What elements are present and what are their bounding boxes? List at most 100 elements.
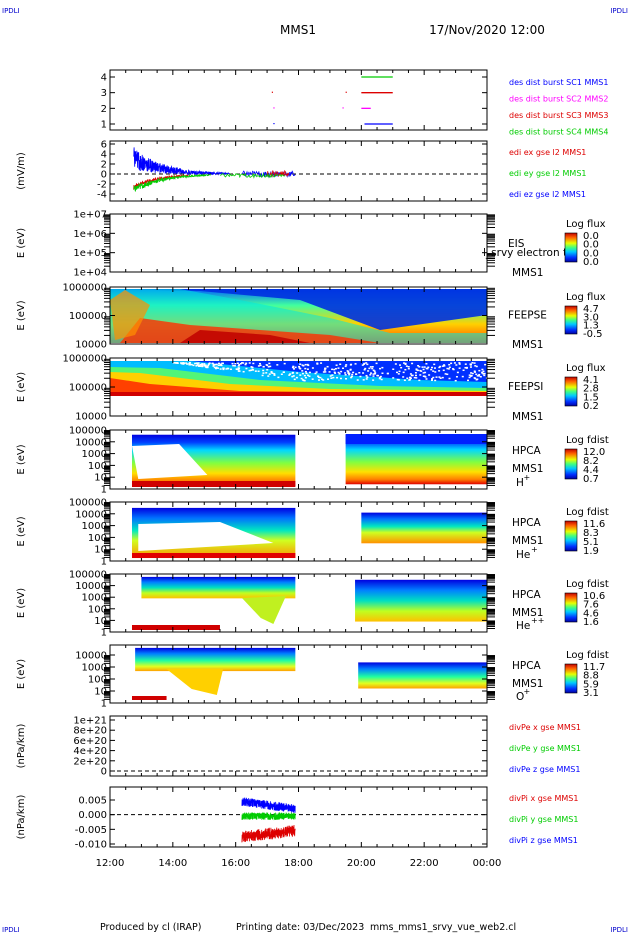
y-axis-label: E (eV) — [16, 588, 27, 618]
y-tick-label: 10000 — [75, 437, 107, 448]
y-tick-label: 4 — [101, 150, 107, 161]
feepsi-dropout — [372, 369, 375, 372]
feepsi-dropout — [411, 362, 414, 365]
feepsi-dropout — [406, 377, 409, 380]
y-tick-label: 1e+21 — [73, 716, 107, 727]
y-axis-label: E (eV) — [16, 372, 27, 402]
feepsi-dropout — [352, 371, 355, 374]
hpca-he2-low-energy-band — [131, 625, 220, 630]
feepsi-dropout — [350, 375, 353, 378]
feepsi-dropout — [226, 367, 229, 370]
y-tick-label: 4 — [101, 73, 107, 84]
feepsi-dropout — [291, 372, 294, 374]
feepsi-dropout — [308, 371, 311, 374]
feepsi-dropout — [311, 367, 314, 369]
legend-entry: edi ey gse l2 MMS1 — [509, 169, 587, 178]
feepse-spectrogram — [110, 289, 487, 343]
feepsi-dropout — [197, 362, 200, 364]
feepsi-dropout — [195, 365, 198, 367]
y-tick-label: 1000 — [82, 521, 107, 532]
y-tick-label: 100 — [88, 461, 107, 472]
hpca-spectrograms — [110, 434, 487, 772]
y-tick-label: 10000 — [75, 509, 107, 520]
feepsi-dropout — [262, 369, 265, 372]
colorbar-tick-label: 8.3 — [583, 528, 599, 539]
y-tick-label: -4 — [97, 190, 107, 201]
feepsi-dropout — [476, 375, 479, 377]
feepsi-dropout — [471, 372, 474, 375]
feepsi-dropout — [265, 364, 268, 366]
y-tick-label: 3 — [101, 88, 107, 99]
feepsi-dropout — [316, 363, 319, 365]
feepsi-dropout — [416, 369, 419, 372]
time-axis: 12:00 14:00 16:00 18:00 20:00 22:00 00:00 — [96, 858, 502, 869]
y-tick-label: 1000 — [82, 449, 107, 460]
feepsi-dropout — [331, 368, 334, 371]
feepsi-dropout — [265, 372, 268, 374]
feepsi-dropout — [464, 363, 467, 365]
feepsi-dropout — [242, 362, 245, 364]
y-tick-label: 1000000 — [62, 354, 107, 365]
colorbar-tick-label: 7.6 — [583, 600, 599, 611]
feepsi-dropout — [214, 367, 217, 370]
colorbar-tick-label: 12.0 — [583, 447, 605, 458]
panel-spacecraft-label: MMS1 — [512, 535, 543, 547]
feepsi-dropout — [291, 375, 294, 378]
edi-ex-trace — [133, 173, 189, 190]
charge-superscript: + — [531, 545, 538, 554]
corner-label-bottom-right: IPDLI — [610, 926, 628, 934]
feepsi-dropout — [340, 370, 343, 373]
feepsi-dropout — [245, 362, 248, 365]
feepsi-dropout — [222, 367, 225, 369]
feepsi-dropout — [475, 373, 478, 376]
feepsi-dropout — [423, 366, 426, 368]
feepsi-dropout — [348, 373, 351, 376]
feepsi-dropout — [446, 373, 449, 376]
y-tick-label: 1 — [101, 628, 107, 639]
colorbar-tick-label: 11.6 — [583, 519, 605, 530]
y-tick-label: -2 — [97, 180, 107, 191]
feepsi-dropout — [476, 378, 479, 380]
feepsi-dropout — [428, 374, 431, 376]
feepsi-dropout — [469, 363, 472, 365]
feepsi-dropout — [328, 371, 331, 373]
corner-label-top-left: IPDLI — [2, 7, 20, 15]
feepsi-dropout — [203, 364, 206, 367]
feepsi-dropout — [362, 363, 365, 365]
feepsi-dropout — [351, 373, 354, 376]
feepsi-dropout — [320, 362, 323, 364]
feepsi-dropout — [196, 363, 199, 365]
burst-mark — [271, 91, 273, 93]
feepsi-dropout — [251, 366, 254, 369]
feepsi-dropout — [477, 375, 480, 377]
x-tick-label: 16:00 — [221, 858, 250, 869]
feepsi-dropout — [212, 364, 215, 366]
feepsi-dropout — [296, 372, 299, 374]
feepsi-dropout — [303, 374, 306, 377]
feepsi-dropout — [379, 367, 382, 370]
feepsi-dropout — [254, 370, 257, 372]
feepsi-dropout — [201, 364, 204, 366]
colorbar-tick-label: 0.0 — [583, 240, 599, 251]
divpi-panel-data — [110, 797, 487, 843]
feepsi-dropout — [366, 376, 369, 378]
feepsi-dropout — [405, 365, 408, 367]
burst-mark — [273, 123, 275, 125]
feepsi-dropout — [455, 376, 458, 378]
colorbar-tick-label: 8.8 — [583, 671, 599, 682]
colorbar-tick-label: 4.4 — [583, 465, 599, 476]
y-tick-label: 100 — [88, 675, 107, 686]
feepsi-dropout — [399, 364, 402, 366]
y-axis-label: (nPa/km) — [16, 795, 27, 840]
colorbar-tick-label: 5.9 — [583, 679, 599, 690]
feepsi-dropout — [338, 373, 341, 375]
feepsi-dropout — [469, 366, 472, 368]
y-tick-label: 1000000 — [62, 283, 107, 294]
feepsi-dropout — [257, 370, 260, 373]
footer-printing-date: Printing date: 03/Dec/2023 — [236, 922, 364, 933]
feepsi-dropout — [304, 367, 307, 370]
colorbar — [564, 520, 578, 552]
panel-spacecraft-label: MMS1 — [512, 607, 543, 619]
spacecraft-title: MMS1 — [280, 23, 316, 37]
panel-frame-divpe — [109, 715, 488, 777]
